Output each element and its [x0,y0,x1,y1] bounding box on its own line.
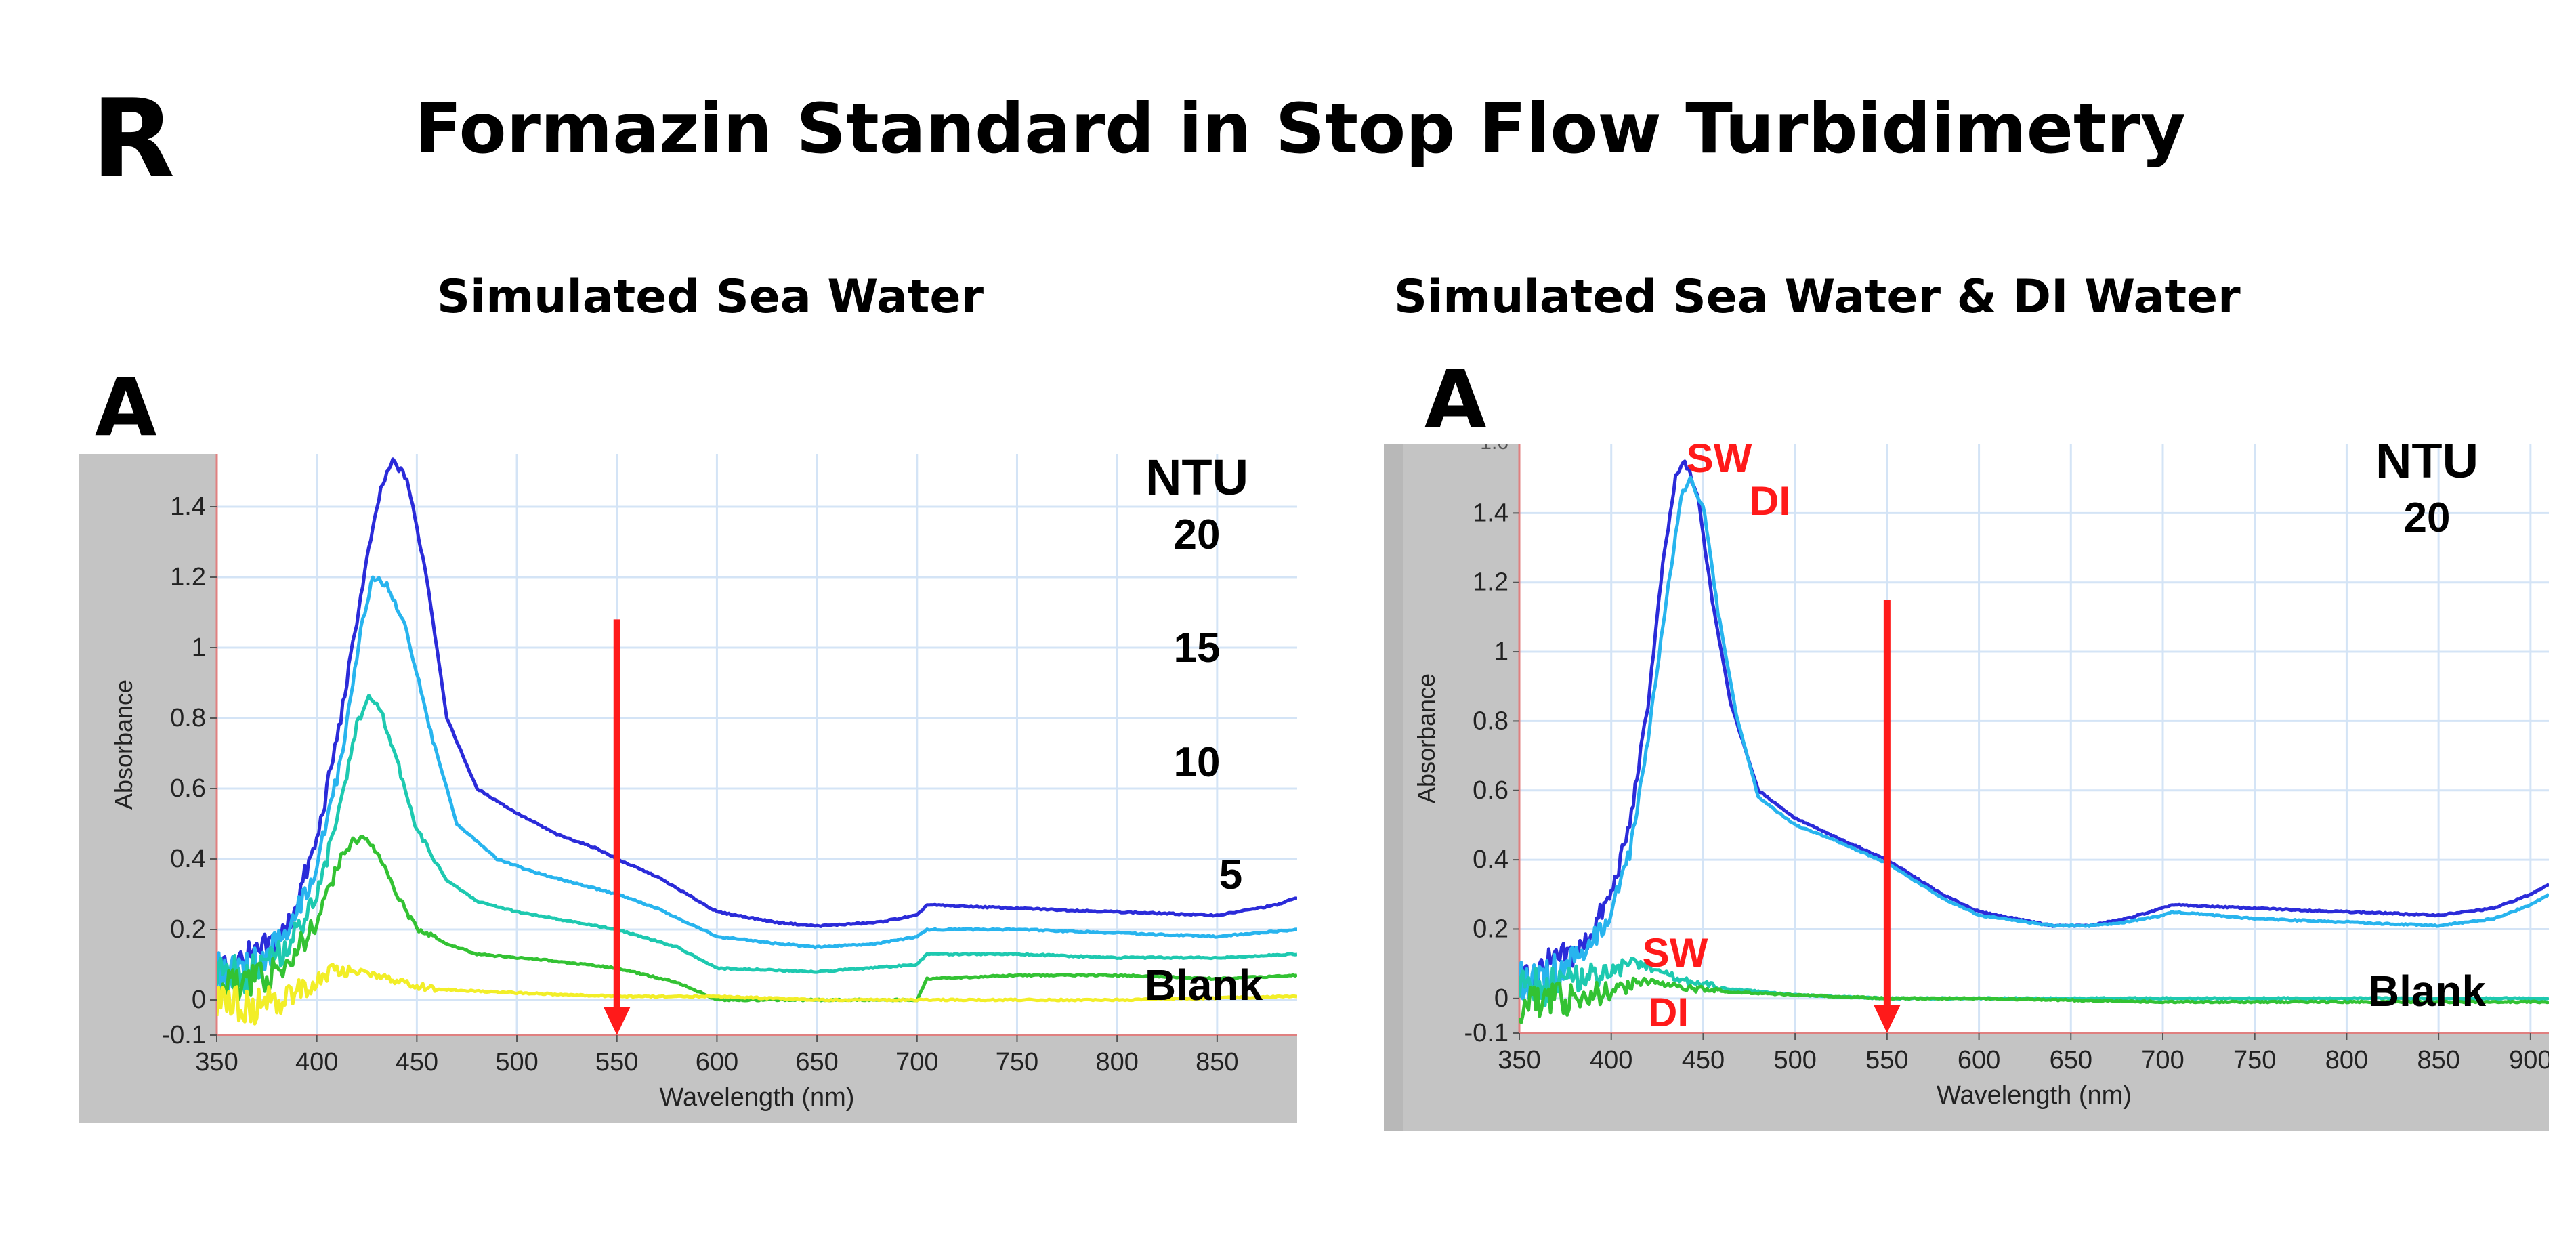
left-xtick-label: 350 [195,1048,238,1076]
right-ytick-label: 1 [1494,637,1508,666]
right-x-axis-title: Wavelength (nm) [1937,1081,2132,1110]
left-ytick-label: -0.1 [162,1021,206,1049]
left-xtick-label: 850 [1196,1048,1238,1076]
right-xtick-label: 800 [2325,1046,2368,1074]
left-xtick-label: 750 [996,1048,1038,1076]
right-ytick-label: 0.4 [1473,845,1508,874]
left-marker-arrow-head [603,1007,631,1035]
left-ytick-label: 0.6 [170,774,206,803]
left-panel-tag: A [95,360,157,454]
right-xtick-label: 700 [2141,1046,2184,1074]
right-series-line [1519,475,2549,1001]
right-label-di-top: DI [1750,478,1790,524]
right-y-axis-title: Absorbance [1412,673,1440,803]
right-xtick-label: 450 [1682,1046,1725,1074]
left-label-20: 20 [1174,511,1221,558]
right-plot-area [1519,444,2549,1033]
left-subtitle: Simulated Sea Water [437,270,984,324]
left-xtick-label: 600 [696,1048,738,1076]
right-xtick-label: 350 [1498,1046,1540,1074]
left-xtick-label: 500 [495,1048,538,1076]
right-xtick-label: 550 [1865,1046,1908,1074]
right-chart: 350 400 450 500 550 600 650 700 750 800 850 900 -0.1… [1384,444,2549,1131]
left-plot-area [217,454,1297,1035]
right-xtick-label: 900 [2509,1046,2549,1074]
right-frame-edge [1384,444,1403,1131]
left-series-line [217,575,1297,992]
right-ytick-label: 1.2 [1473,568,1508,597]
left-ytick-label: 0.4 [170,845,206,873]
right-ytick-label: 0.8 [1473,707,1508,735]
right-label-sw-top: SW [1687,444,1752,481]
right-xtick-label: 650 [2050,1046,2092,1074]
left-series-line [217,694,1297,997]
left-ytick-label: 0.8 [170,704,206,732]
right-marker-arrow-head [1873,1005,1901,1033]
left-ytick-label: 1.4 [170,492,206,521]
left-label-blank: Blank [1145,961,1263,1009]
right-xtick-label: 400 [1590,1046,1632,1074]
right-panel-tag: A [1424,352,1487,446]
right-label-20: 20 [2404,495,2451,541]
right-subtitle: Simulated Sea Water & DI Water [1394,270,2241,324]
left-legend-title: NTU [1145,454,1248,505]
right-xtick-label: 850 [2417,1046,2459,1074]
left-xtick-label: 650 [795,1048,838,1076]
left-ytick-label: 0 [192,986,206,1014]
left-chart: 350 400 450 500 550 600 650 700 750 800 850 -0.1 0 0.… [79,454,1297,1123]
right-ytick-label: 0.2 [1473,915,1508,943]
right-xtick-label: 600 [1958,1046,2000,1074]
left-series-line [217,963,1297,1026]
panel-letter-r: R [91,75,175,202]
right-ytick-label: 0.6 [1473,776,1508,805]
left-y-axis-title: Absorbance [110,679,138,810]
left-ytick-label: 1 [192,633,206,662]
left-label-5: 5 [1219,852,1242,898]
left-series-line [217,457,1297,982]
right-ytick-label: -0.1 [1464,1019,1508,1047]
left-ytick-label: 1.2 [170,563,206,591]
left-xtick-label: 800 [1095,1048,1138,1076]
figure-title: Formazin Standard in Stop Flow Turbidime… [415,89,2186,169]
left-xtick-label: 700 [895,1048,938,1076]
right-label-sw-bottom: SW [1643,930,1708,976]
left-label-10: 10 [1174,739,1221,786]
left-xtick-label: 400 [295,1048,338,1076]
right-xtick-label: 500 [1773,1046,1816,1074]
right-ytick-label: 1.4 [1473,499,1508,527]
right-series-line [1519,976,2549,1024]
left-ytick-label: 0.2 [170,915,206,944]
left-label-15: 15 [1174,625,1221,671]
left-xtick-label: 450 [396,1048,438,1076]
right-legend-title: NTU [2376,444,2478,488]
right-ytick-top-label: 1.6 [1480,444,1508,454]
left-x-axis-title: Wavelength (nm) [660,1083,855,1112]
right-ytick-label: 0 [1494,984,1508,1013]
right-label-blank: Blank [2368,967,2487,1015]
left-xtick-label: 550 [595,1048,638,1076]
right-label-di-bottom: DI [1648,990,1689,1035]
right-xtick-label: 750 [2233,1046,2276,1074]
left-series-line [217,835,1297,1009]
